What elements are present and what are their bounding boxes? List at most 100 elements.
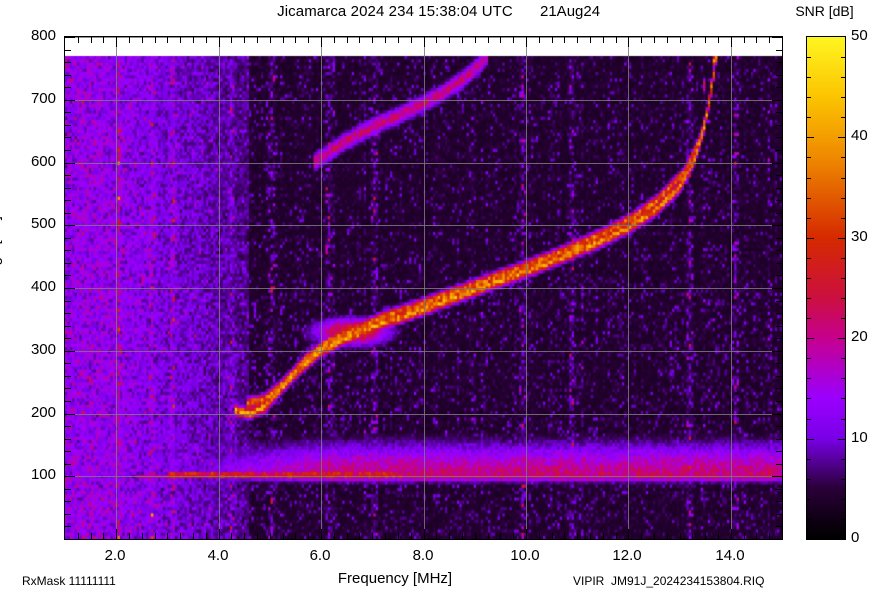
colorbar-minor-tick	[807, 419, 811, 420]
colorbar-minor-tick	[807, 77, 811, 78]
ionogram-plot-area[interactable]	[64, 36, 783, 540]
y-axis-tick	[65, 263, 71, 264]
colorbar-minor-tick	[807, 479, 811, 480]
y-axis-tick-label: 400	[30, 278, 56, 295]
y-axis-tick	[776, 238, 782, 239]
colorbar-minor-tick	[807, 57, 811, 58]
y-axis-tick	[65, 125, 71, 126]
y-axis-tick	[65, 414, 75, 415]
x-axis-tick	[628, 529, 629, 539]
y-axis-tick	[65, 225, 75, 226]
colorbar-minor-tick	[841, 318, 845, 319]
y-axis-tick	[65, 363, 71, 364]
x-axis-tick	[500, 533, 501, 539]
x-axis-tick	[590, 533, 591, 539]
x-axis-tick	[692, 37, 693, 43]
y-axis-tick	[65, 326, 71, 327]
x-axis-tick	[424, 529, 425, 539]
y-axis-tick	[776, 62, 782, 63]
x-axis-tick	[321, 37, 322, 47]
y-axis-tick	[65, 288, 75, 289]
colorbar-tick	[807, 137, 814, 138]
x-axis-tick	[347, 533, 348, 539]
x-axis-tick	[641, 37, 642, 43]
colorbar-minor-tick	[841, 97, 845, 98]
x-axis-tick	[436, 533, 437, 539]
y-axis-tick	[776, 501, 782, 502]
colorbar-minor-tick	[807, 499, 811, 500]
y-axis-tick-label: 700	[30, 90, 56, 107]
x-axis-tick	[270, 533, 271, 539]
x-axis-tick	[78, 37, 79, 43]
x-axis-tick	[526, 37, 527, 47]
y-axis-tick	[772, 37, 782, 38]
colorbar-minor-tick	[841, 298, 845, 299]
y-axis-tick	[65, 388, 71, 389]
x-axis-tick	[193, 37, 194, 43]
colorbar-minor-tick	[807, 459, 811, 460]
y-axis-tick	[776, 175, 782, 176]
x-axis-tick	[539, 37, 540, 43]
x-axis-tick	[654, 533, 655, 539]
colorbar-gradient-canvas	[807, 37, 845, 539]
x-axis-tick	[231, 533, 232, 539]
colorbar-tick	[838, 338, 845, 339]
colorbar-tick-label: 50	[851, 27, 868, 44]
y-axis-tick	[65, 514, 71, 515]
colorbar-tick	[838, 137, 845, 138]
x-axis-tick	[705, 37, 706, 43]
y-axis-tick	[776, 363, 782, 364]
x-axis-tick-label: 14.0	[715, 547, 745, 564]
figure-title: Jicamarca 2024 234 15:38:04 UTC	[277, 3, 513, 20]
colorbar-minor-tick	[841, 519, 845, 520]
y-axis-tick-label: 200	[30, 404, 56, 421]
y-axis-tick	[776, 150, 782, 151]
x-axis-tick	[564, 533, 565, 539]
x-axis-tick-label: 12.0	[612, 547, 642, 564]
y-axis-tick	[772, 100, 782, 101]
y-axis-tick	[772, 225, 782, 226]
y-axis-tick	[65, 62, 71, 63]
y-axis-tick	[776, 200, 782, 201]
x-axis-tick	[180, 533, 181, 539]
y-axis-tick	[776, 426, 782, 427]
snr-colorbar[interactable]	[806, 36, 846, 540]
colorbar-minor-tick	[807, 398, 811, 399]
colorbar-tick-label: 40	[851, 127, 868, 144]
y-axis-tick	[65, 188, 71, 189]
colorbar-minor-tick	[841, 479, 845, 480]
y-axis-tick	[776, 125, 782, 126]
y-axis-tick	[776, 489, 782, 490]
y-axis-tick	[65, 112, 71, 113]
y-axis-tick	[65, 75, 71, 76]
y-axis-tick	[65, 163, 75, 164]
x-axis-tick-label: 10.0	[510, 547, 540, 564]
y-axis-tick	[772, 351, 782, 352]
y-axis-tick-label: 300	[30, 341, 56, 358]
x-axis-tick	[488, 37, 489, 43]
x-axis-tick	[552, 37, 553, 43]
colorbar-minor-tick	[807, 97, 811, 98]
y-axis-tick	[65, 464, 71, 465]
x-axis-tick	[219, 529, 220, 539]
y-axis-tick	[65, 37, 75, 38]
y-axis-tick	[776, 213, 782, 214]
x-axis-tick	[116, 529, 117, 539]
x-axis-tick	[513, 37, 514, 43]
x-axis-tick	[372, 37, 373, 43]
x-axis-tick	[167, 533, 168, 539]
y-axis-tick	[65, 137, 71, 138]
x-axis-tick	[257, 37, 258, 43]
x-axis-tick	[475, 533, 476, 539]
y-axis-tick	[776, 338, 782, 339]
x-axis-tick	[155, 533, 156, 539]
x-axis-tick	[283, 533, 284, 539]
x-axis-tick	[577, 533, 578, 539]
x-axis-tick	[193, 533, 194, 539]
y-axis-tick	[65, 338, 71, 339]
x-axis-tick	[180, 37, 181, 43]
y-axis-tick	[776, 188, 782, 189]
x-axis-tick	[321, 529, 322, 539]
colorbar-tick	[807, 238, 814, 239]
y-axis-tick-label: 600	[30, 153, 56, 170]
